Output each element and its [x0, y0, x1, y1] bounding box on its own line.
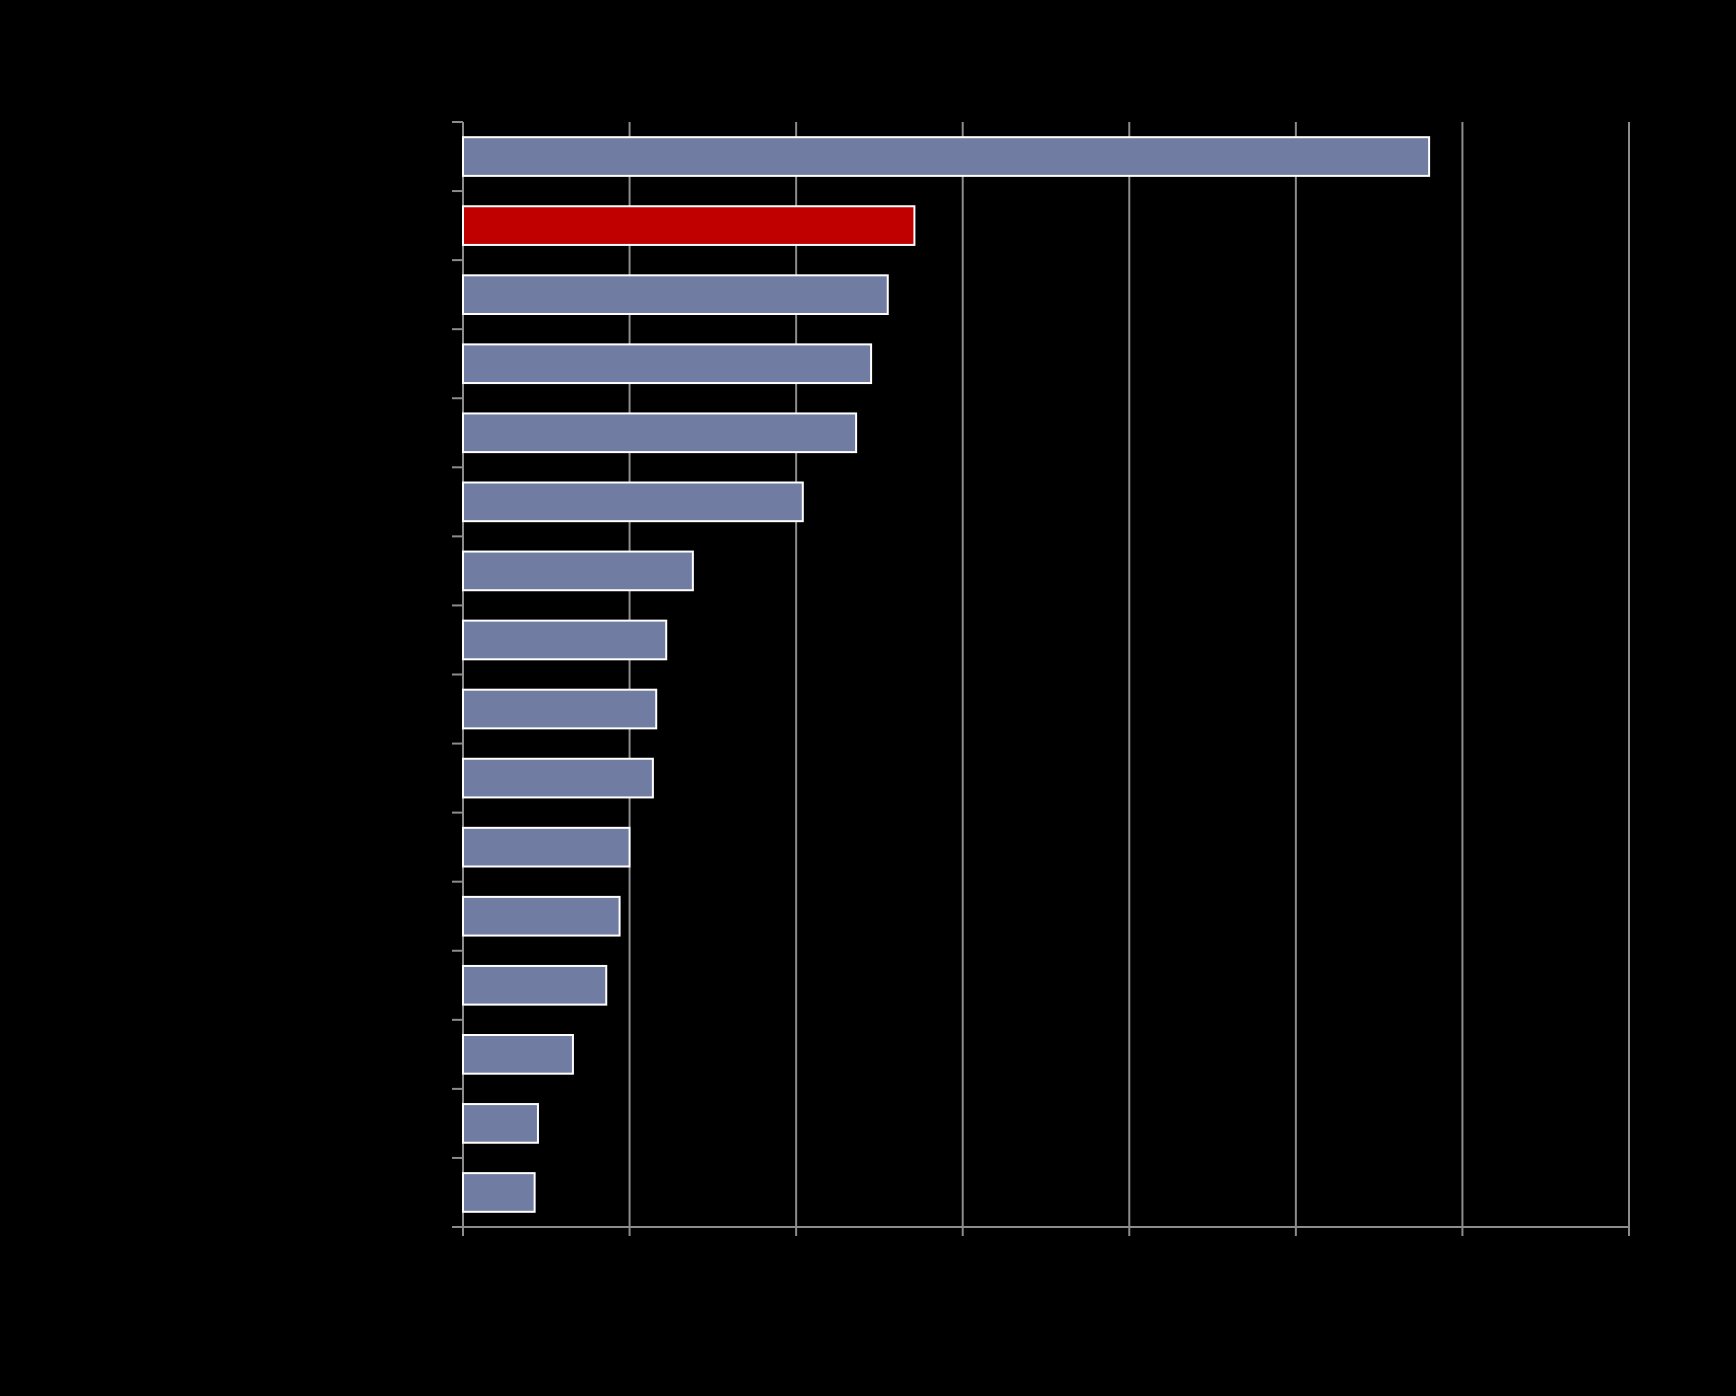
bar — [462, 136, 1431, 177]
bar — [462, 1103, 539, 1144]
bar — [462, 274, 889, 315]
bar — [462, 1034, 574, 1075]
bar — [462, 757, 654, 799]
bar — [462, 1172, 536, 1213]
bar — [462, 205, 916, 246]
bar — [462, 688, 658, 730]
bar — [462, 619, 668, 661]
bar — [462, 964, 608, 1006]
bar — [462, 343, 873, 385]
bar — [462, 550, 694, 592]
bar — [462, 481, 804, 523]
bar — [462, 895, 621, 937]
bar — [462, 412, 858, 454]
bar — [462, 826, 631, 868]
